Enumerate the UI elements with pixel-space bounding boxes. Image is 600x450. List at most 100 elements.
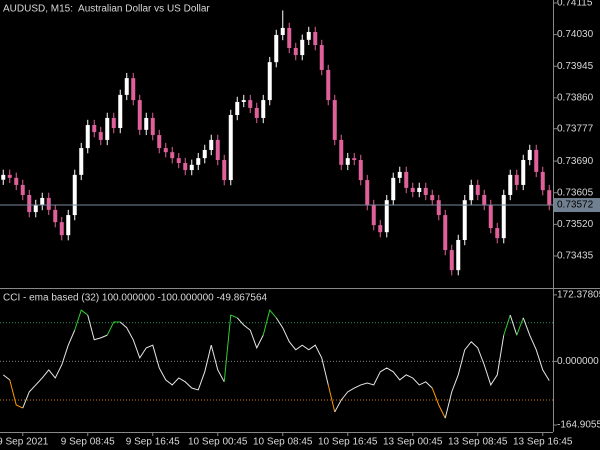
chart-title: AUDUSD, M15: Australian Dollar vs US Dol… — [3, 4, 210, 15]
cci-line — [522, 317, 550, 381]
cci-line — [509, 314, 518, 336]
candle-body — [378, 225, 383, 233]
candle-body — [482, 194, 487, 206]
candle-body — [384, 200, 389, 233]
candle-body — [248, 100, 253, 108]
candle-body — [300, 39, 305, 56]
candle-body — [280, 27, 285, 35]
candle-body — [144, 117, 149, 130]
candle-body — [534, 149, 539, 172]
candle-body — [391, 177, 396, 201]
candle-body — [449, 250, 454, 271]
candle-body — [176, 158, 181, 163]
candle-body — [131, 78, 136, 101]
y-tick-label: 172.378055 — [557, 290, 600, 301]
candle-body — [72, 174, 77, 216]
candle-body — [53, 209, 58, 223]
candle-body — [417, 187, 422, 192]
y-tick-label: 0.000000 — [557, 356, 599, 367]
candle-body — [508, 174, 513, 195]
candle-body — [326, 69, 331, 101]
candle-body — [488, 205, 493, 229]
x-tick-label: 10 Sep 08:45 — [253, 437, 313, 448]
candle-body — [332, 100, 337, 140]
candle-body — [410, 187, 415, 192]
candle-body — [40, 197, 45, 206]
x-tick-label: 9 Sep 16:45 — [126, 437, 180, 448]
candle-body — [436, 200, 441, 216]
indicator-title: CCI - ema based (32) 100.000000 -100.000… — [3, 293, 268, 304]
y-tick-label: 0.73520 — [557, 219, 594, 230]
candle-body — [79, 148, 84, 175]
candle-body — [209, 139, 214, 150]
candle-body — [20, 184, 25, 195]
candle-body — [540, 171, 545, 191]
candle-body — [66, 215, 71, 236]
candle-body — [475, 184, 480, 195]
candle-body — [456, 240, 461, 271]
candle-body — [358, 160, 363, 181]
y-tick-label: 0.74115 — [557, 0, 593, 9]
x-tick-label: 9 Sep 08:45 — [61, 437, 115, 448]
candle-body — [313, 32, 318, 46]
candle-body — [157, 135, 162, 149]
candle-body — [235, 101, 240, 115]
candle-body — [124, 78, 129, 95]
cci-line — [106, 321, 121, 336]
x-tick-label: 9 Sep 2021 — [0, 437, 49, 448]
candle-body — [287, 27, 292, 48]
candle-body — [423, 187, 428, 195]
candle-body — [228, 114, 233, 181]
candle-body — [462, 200, 467, 240]
cci-line — [503, 314, 511, 336]
y-tick-label: 0.73690 — [557, 156, 594, 167]
candle-body — [111, 117, 116, 128]
candle-body — [7, 174, 12, 178]
y-tick-label: 0.73860 — [557, 93, 594, 104]
candle-body — [306, 32, 311, 40]
candle-body — [274, 34, 279, 63]
candle-body — [443, 215, 448, 251]
candle-body — [118, 94, 123, 128]
cci-line — [516, 317, 524, 336]
x-tick-label: 13 Sep 16:45 — [513, 437, 573, 448]
cci-line — [236, 317, 264, 350]
candle-body — [495, 228, 500, 239]
candle-body — [189, 164, 194, 171]
y-tick-label: 0.73605 — [557, 187, 594, 198]
candle-body — [352, 158, 357, 160]
candle-body — [105, 117, 110, 140]
current-price-label: 0.73572 — [557, 200, 594, 211]
candle-body — [150, 117, 155, 136]
cci-line — [2, 374, 11, 381]
x-tick-label: 10 Sep 16:45 — [318, 437, 378, 448]
cci-line — [9, 379, 23, 409]
cci-line — [431, 387, 446, 419]
candle-body — [267, 62, 272, 101]
candle-body — [202, 149, 207, 159]
candle-body — [514, 174, 519, 185]
candle-body — [293, 48, 298, 56]
y-tick-label: 0.73777 — [557, 123, 594, 134]
cci-line — [275, 317, 329, 386]
y-tick-label: 0.73945 — [557, 61, 594, 72]
candle-body — [163, 148, 168, 153]
candle-body — [85, 125, 90, 149]
candle-body — [1, 174, 6, 180]
cci-line — [444, 335, 505, 419]
candle-body — [33, 205, 38, 213]
candle-body — [183, 162, 188, 171]
candle-body — [137, 100, 142, 130]
x-tick-label: 10 Sep 00:45 — [188, 437, 248, 448]
candle-body — [92, 125, 97, 133]
candle-body — [59, 222, 64, 236]
candle-body — [469, 184, 474, 201]
cci-line — [327, 384, 336, 413]
candle-body — [241, 100, 246, 102]
candle-body — [501, 194, 506, 239]
cci-line — [87, 314, 108, 341]
x-tick-label: 13 Sep 00:45 — [383, 437, 443, 448]
y-tick-label: -164.9055 — [557, 420, 600, 431]
